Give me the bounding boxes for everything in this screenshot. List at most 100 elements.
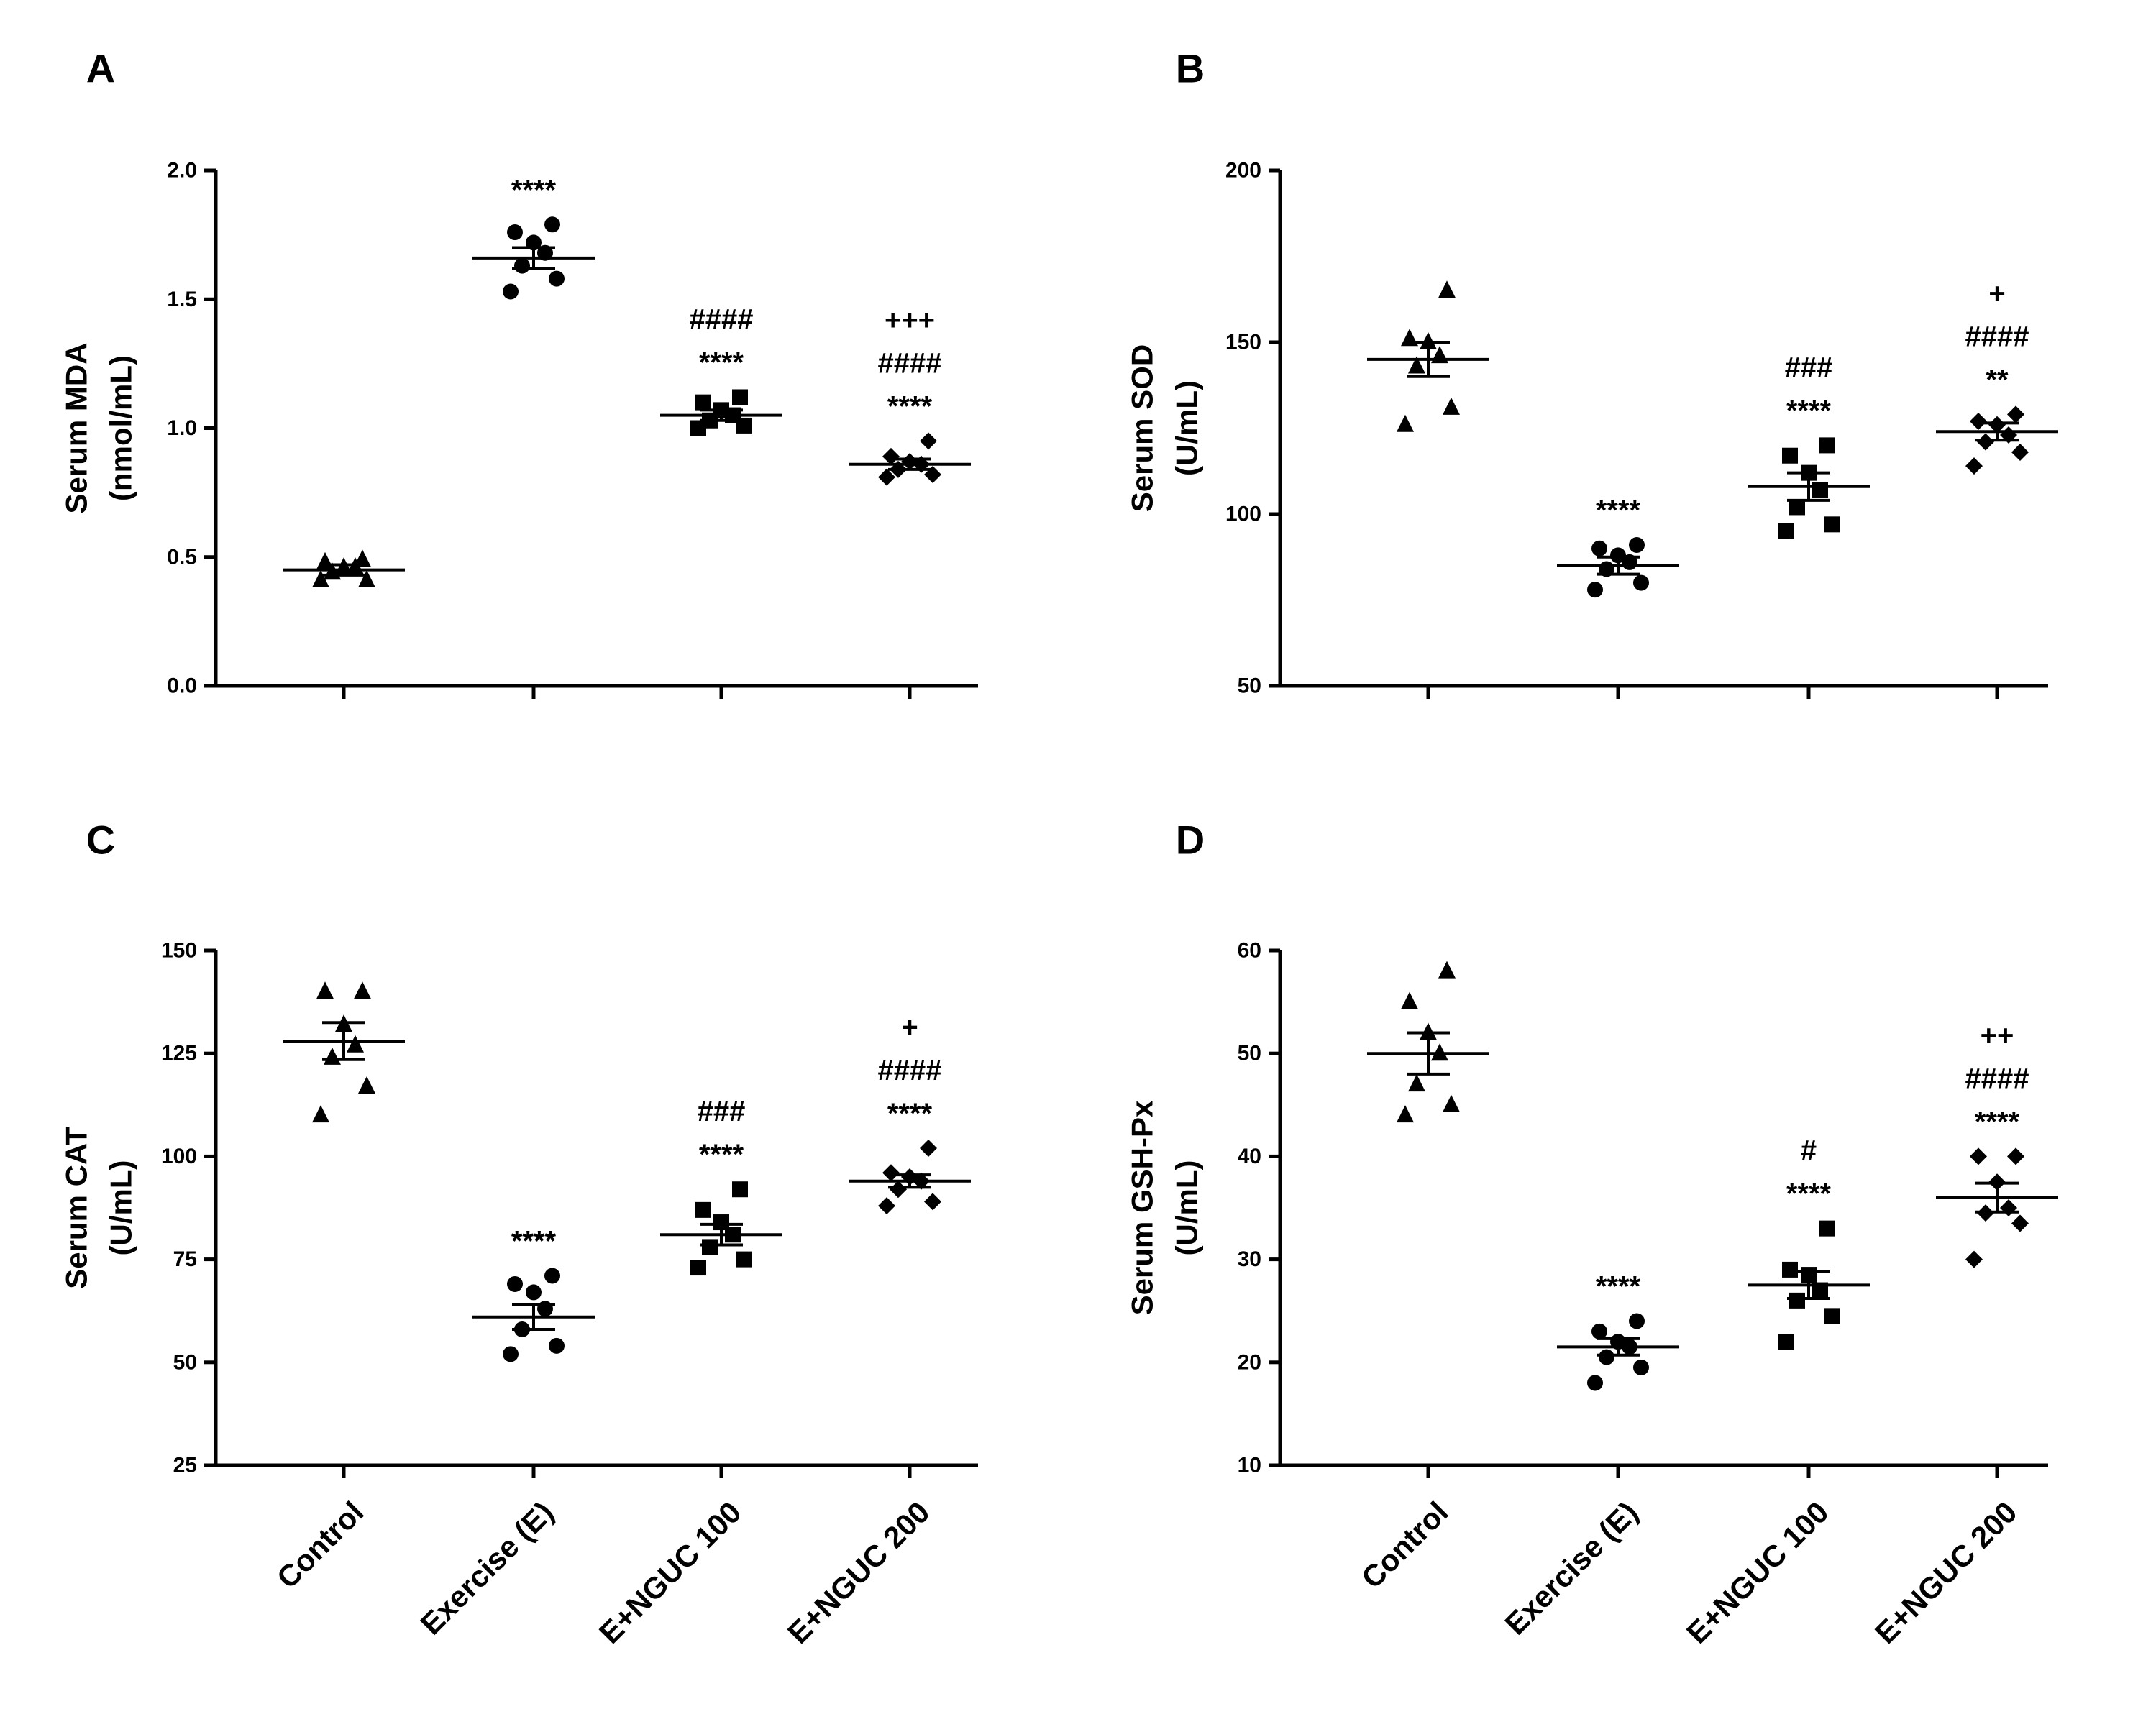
y-axis-title: (U/mL) bbox=[104, 1160, 138, 1256]
data-point bbox=[537, 1301, 553, 1317]
data-point bbox=[920, 432, 937, 450]
data-point bbox=[544, 216, 560, 233]
data-point bbox=[1610, 1334, 1626, 1350]
y-tick-label: 50 bbox=[173, 1350, 197, 1374]
significance-label: **** bbox=[699, 347, 744, 378]
y-axis-title: Serum MDA bbox=[60, 342, 93, 513]
data-point bbox=[526, 1284, 542, 1301]
x-category-label: Control bbox=[270, 1495, 370, 1595]
significance-label: **** bbox=[1786, 1178, 1832, 1210]
data-point bbox=[316, 981, 334, 999]
data-point bbox=[725, 1227, 741, 1243]
group-exercise-e-: **** bbox=[472, 174, 595, 699]
data-point bbox=[1599, 1349, 1614, 1365]
x-category-label: Control bbox=[1355, 1495, 1455, 1595]
data-point bbox=[901, 1168, 918, 1186]
data-point bbox=[514, 1321, 530, 1337]
y-tick-label: 10 bbox=[1238, 1454, 1261, 1477]
data-point bbox=[695, 394, 711, 411]
data-point bbox=[1819, 1220, 1835, 1237]
y-tick-label: 1.0 bbox=[167, 416, 197, 440]
data-point bbox=[549, 270, 565, 287]
x-category-label: Exercise (E) bbox=[414, 1495, 559, 1641]
group-control bbox=[1367, 280, 1489, 699]
data-point bbox=[1801, 464, 1817, 481]
panel-letter: D bbox=[1176, 817, 1205, 863]
data-point bbox=[1965, 457, 1983, 475]
significance-label: #### bbox=[690, 303, 754, 335]
group-e-nguc-200: + #### **** bbox=[849, 1012, 971, 1478]
data-point bbox=[537, 244, 553, 261]
data-point bbox=[507, 1275, 523, 1292]
data-point bbox=[1782, 1261, 1798, 1278]
data-point bbox=[1824, 1308, 1840, 1324]
y-tick-label: 100 bbox=[161, 1145, 197, 1168]
data-point bbox=[690, 1260, 706, 1276]
data-point bbox=[1629, 1313, 1645, 1329]
significance-label: **** bbox=[1596, 495, 1641, 526]
data-point bbox=[335, 557, 352, 575]
group-e-nguc-100: ### **** bbox=[1748, 352, 1870, 699]
data-point bbox=[1622, 554, 1637, 570]
data-point bbox=[732, 389, 748, 405]
data-point bbox=[882, 1164, 900, 1182]
significance-label: #### bbox=[1965, 321, 2029, 352]
data-point bbox=[526, 234, 542, 251]
data-point bbox=[1977, 1204, 1994, 1222]
data-point bbox=[1401, 329, 1418, 347]
data-point bbox=[1591, 1323, 1607, 1339]
data-point bbox=[890, 460, 907, 478]
y-tick-label: 200 bbox=[1225, 159, 1261, 183]
x-category-label: Exercise (E) bbox=[1498, 1495, 1644, 1641]
group-e-nguc-200: + #### ** bbox=[1936, 278, 2058, 699]
data-point bbox=[503, 283, 519, 300]
data-point bbox=[702, 1239, 718, 1255]
data-point bbox=[1812, 1282, 1828, 1298]
data-point bbox=[713, 402, 729, 418]
data-point bbox=[1420, 1022, 1437, 1040]
significance-label: **** bbox=[511, 1226, 557, 1257]
data-point bbox=[1977, 433, 1994, 451]
data-point bbox=[1819, 437, 1835, 454]
x-category-label: E+NGUC 200 bbox=[781, 1495, 936, 1650]
data-point bbox=[324, 1047, 341, 1065]
y-tick-label: 2.0 bbox=[167, 159, 197, 183]
group-e-nguc-100: #### **** bbox=[660, 303, 782, 699]
data-point bbox=[312, 570, 329, 588]
significance-label: #### bbox=[1965, 1063, 2029, 1094]
data-point bbox=[732, 1181, 748, 1198]
data-point bbox=[1633, 574, 1649, 591]
data-point bbox=[1789, 1292, 1805, 1309]
data-point bbox=[920, 1139, 937, 1157]
data-point bbox=[1778, 1334, 1794, 1350]
y-axis-title: Serum CAT bbox=[60, 1127, 93, 1289]
data-point bbox=[2000, 426, 2017, 444]
data-point bbox=[1965, 1250, 1983, 1268]
y-axis-title: Serum SOD bbox=[1125, 344, 1159, 512]
significance-label: **** bbox=[1975, 1106, 2020, 1137]
data-point bbox=[713, 1214, 729, 1231]
y-tick-label: 1.5 bbox=[167, 288, 197, 311]
y-tick-label: 150 bbox=[1225, 331, 1261, 354]
y-axis-title: (U/mL) bbox=[1170, 1160, 1204, 1256]
significance-label: **** bbox=[887, 390, 933, 422]
y-tick-label: 125 bbox=[161, 1042, 197, 1066]
data-point bbox=[1438, 280, 1456, 298]
data-point bbox=[358, 570, 375, 588]
y-tick-label: 100 bbox=[1225, 503, 1261, 526]
y-tick-label: 40 bbox=[1238, 1145, 1261, 1168]
significance-label: #### bbox=[878, 347, 942, 379]
data-point bbox=[358, 1076, 375, 1094]
data-point bbox=[354, 549, 371, 567]
data-point bbox=[1970, 1147, 1987, 1165]
data-point bbox=[549, 1337, 565, 1354]
group-control bbox=[283, 981, 405, 1478]
panel-d: D Serum GSH-Px (U/mL) 10 20 30 40 50 60 **** # ****… bbox=[1125, 817, 2058, 1650]
data-point bbox=[1587, 582, 1603, 598]
data-point bbox=[882, 447, 900, 465]
data-point bbox=[316, 551, 334, 569]
y-tick-label: 0.5 bbox=[167, 545, 197, 569]
data-point bbox=[1599, 561, 1614, 577]
data-point bbox=[924, 466, 941, 484]
